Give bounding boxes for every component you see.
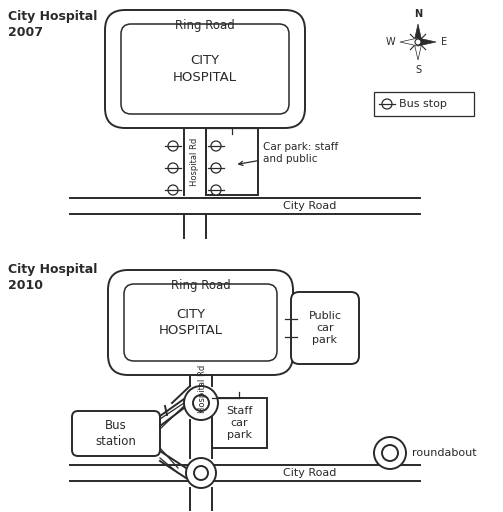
Circle shape xyxy=(211,163,221,173)
Text: CITY
HOSPITAL: CITY HOSPITAL xyxy=(173,54,237,84)
Polygon shape xyxy=(400,38,418,46)
Text: Car park: staff
and public: Car park: staff and public xyxy=(239,142,338,165)
Text: City Hospital
2010: City Hospital 2010 xyxy=(8,263,98,292)
Circle shape xyxy=(186,458,216,488)
Circle shape xyxy=(194,466,208,480)
Polygon shape xyxy=(414,42,422,60)
Bar xyxy=(212,398,267,448)
Text: Hospital Rd: Hospital Rd xyxy=(191,137,200,186)
Circle shape xyxy=(184,386,218,420)
Text: Hospital Rd: Hospital Rd xyxy=(199,365,208,413)
Text: S: S xyxy=(415,65,421,75)
Circle shape xyxy=(211,141,221,151)
FancyBboxPatch shape xyxy=(105,10,305,128)
Text: City Road: City Road xyxy=(283,201,337,211)
Text: Bus stop: Bus stop xyxy=(399,99,447,109)
Text: E: E xyxy=(441,37,447,47)
Text: City Hospital
2007: City Hospital 2007 xyxy=(8,10,98,39)
Text: N: N xyxy=(414,9,422,19)
Text: Staff
car
park: Staff car park xyxy=(226,406,253,440)
Text: CITY
HOSPITAL: CITY HOSPITAL xyxy=(158,308,222,337)
Bar xyxy=(206,128,258,195)
Text: City Road: City Road xyxy=(283,468,337,478)
Text: roundabout: roundabout xyxy=(412,448,477,458)
Text: Ring Road: Ring Road xyxy=(175,19,235,32)
Circle shape xyxy=(168,185,178,195)
Text: W: W xyxy=(385,37,395,47)
Circle shape xyxy=(374,437,406,469)
FancyBboxPatch shape xyxy=(291,292,359,364)
Circle shape xyxy=(211,185,221,195)
Circle shape xyxy=(168,163,178,173)
Circle shape xyxy=(415,39,421,45)
FancyBboxPatch shape xyxy=(121,24,289,114)
Text: Bus
station: Bus station xyxy=(96,419,136,448)
Circle shape xyxy=(382,99,392,109)
Circle shape xyxy=(193,395,209,411)
Text: Ring Road: Ring Road xyxy=(171,279,230,292)
Circle shape xyxy=(382,445,398,461)
Polygon shape xyxy=(418,38,436,46)
Text: Public
car
park: Public car park xyxy=(308,311,342,346)
FancyBboxPatch shape xyxy=(108,270,293,375)
Polygon shape xyxy=(414,24,422,42)
Circle shape xyxy=(168,141,178,151)
FancyBboxPatch shape xyxy=(72,411,160,456)
Bar xyxy=(374,92,474,116)
FancyBboxPatch shape xyxy=(124,284,277,361)
